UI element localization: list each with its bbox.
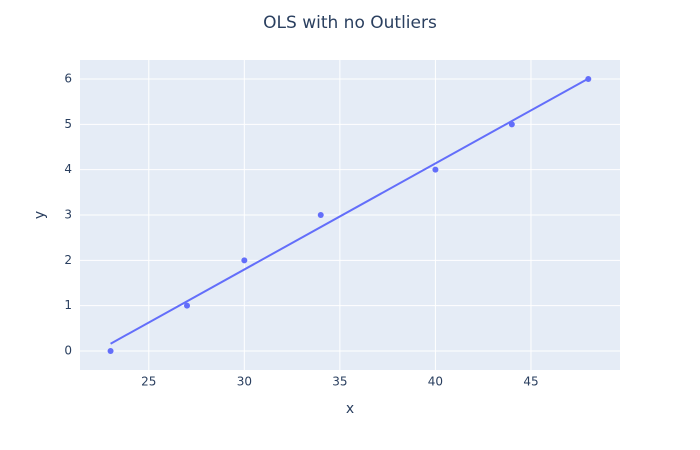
data-point [317, 212, 324, 218]
x-tick-label: 25 [141, 375, 156, 389]
y-tick-label: 2 [64, 253, 72, 267]
y-tick-label: 6 [64, 72, 72, 86]
y-tick-label: 5 [64, 117, 72, 131]
y-axis-title: y [32, 211, 48, 219]
y-tick-label: 4 [64, 162, 72, 176]
chart-title: OLS with no Outliers [263, 13, 437, 33]
x-tick-label: 45 [523, 375, 538, 389]
x-tick-label: 30 [237, 375, 252, 389]
x-tick-label: 40 [428, 375, 443, 389]
data-point [241, 257, 248, 264]
data-point [184, 302, 191, 309]
y-tick-label: 3 [64, 208, 72, 222]
data-point [432, 166, 439, 173]
x-tick-label: 35 [332, 375, 347, 389]
x-axis-title: x [346, 401, 354, 417]
y-tick-label: 1 [64, 298, 72, 312]
y-tick-label: 0 [64, 343, 72, 357]
trend-line [110, 77, 589, 345]
data-point [107, 347, 114, 354]
